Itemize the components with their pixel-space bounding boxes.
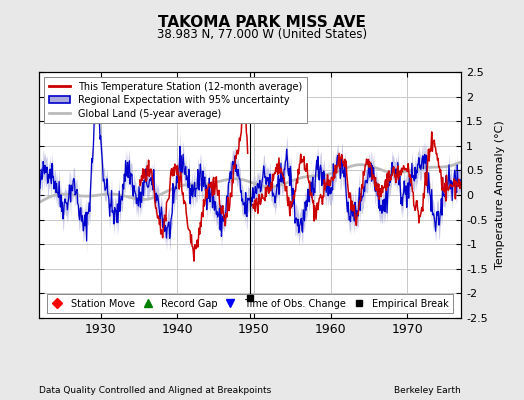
Text: TAKOMA PARK MISS AVE: TAKOMA PARK MISS AVE <box>158 15 366 30</box>
Text: Data Quality Controlled and Aligned at Breakpoints: Data Quality Controlled and Aligned at B… <box>39 386 271 395</box>
Text: 38.983 N, 77.000 W (United States): 38.983 N, 77.000 W (United States) <box>157 28 367 41</box>
Legend: Station Move, Record Gap, Time of Obs. Change, Empirical Break: Station Move, Record Gap, Time of Obs. C… <box>47 294 453 313</box>
Y-axis label: Temperature Anomaly (°C): Temperature Anomaly (°C) <box>495 121 505 269</box>
Text: Berkeley Earth: Berkeley Earth <box>395 386 461 395</box>
